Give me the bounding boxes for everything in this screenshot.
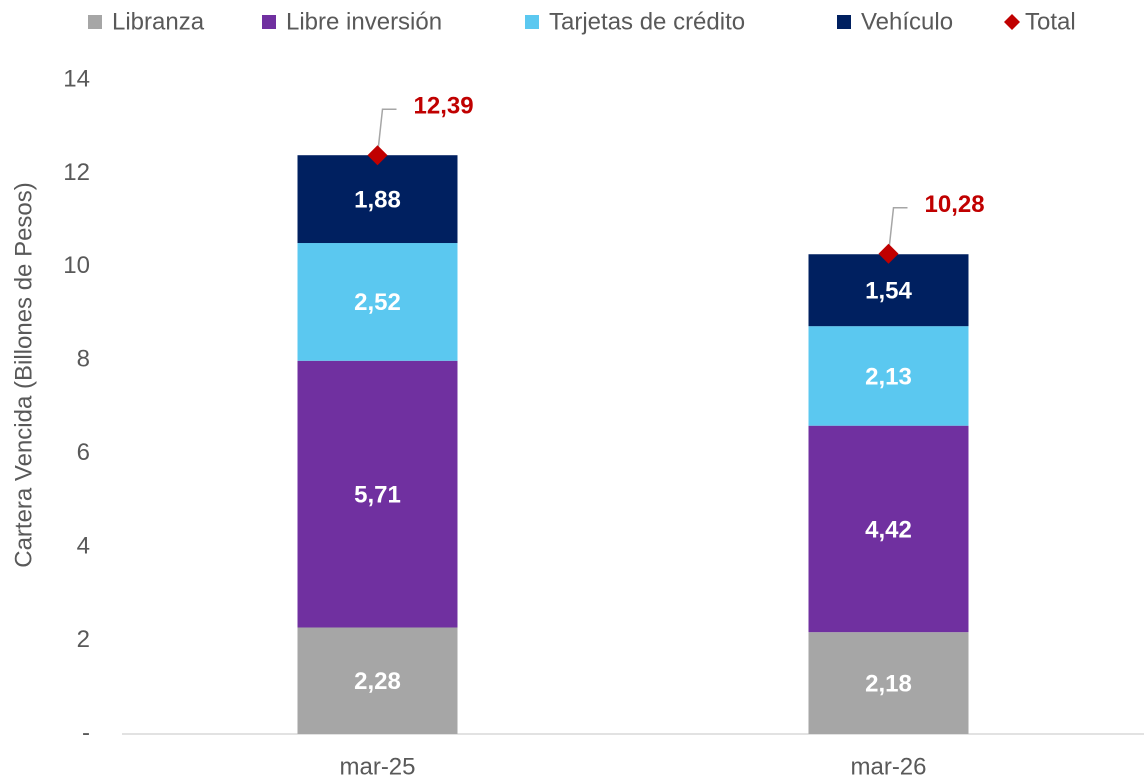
value-label: 2,18	[865, 670, 912, 697]
value-label: 1,54	[865, 278, 912, 305]
legend-label: Libranza	[112, 8, 205, 35]
legend-label: Libre inversión	[286, 8, 442, 35]
value-label: 2,28	[354, 668, 401, 695]
legend-marker	[837, 15, 851, 29]
legend-marker	[88, 15, 102, 29]
legend-marker	[525, 15, 539, 29]
value-label: 2,52	[354, 289, 401, 316]
y-axis-label: Cartera Vencida (Billones de Pesos)	[10, 182, 37, 568]
legend-label: Total	[1025, 8, 1076, 35]
legend-label: Vehículo	[861, 8, 953, 35]
bar-segment	[808, 326, 969, 426]
leader-line	[376, 108, 397, 156]
y-tick-label: 6	[77, 439, 90, 466]
leader-line	[887, 207, 908, 254]
value-label: 5,71	[354, 481, 401, 508]
bar-segment	[297, 155, 458, 244]
y-tick-label: 10	[63, 252, 90, 279]
bar-segment	[808, 632, 969, 734]
y-tick-label: 14	[63, 65, 90, 92]
y-tick-label: 8	[77, 346, 90, 373]
y-tick-label: 4	[77, 532, 90, 559]
total-label: 12,39	[414, 93, 474, 120]
y-tick-label: 12	[63, 159, 90, 186]
legend-label: Tarjetas de crédito	[549, 8, 745, 35]
value-label: 4,42	[865, 516, 912, 543]
total-marker	[878, 243, 899, 264]
bar-segment	[808, 425, 969, 633]
y-tick-label: -	[82, 719, 90, 746]
total-marker	[367, 145, 388, 166]
value-label: 1,88	[354, 186, 401, 213]
x-tick-label: mar-25	[339, 753, 415, 780]
bar-segment	[297, 243, 458, 361]
bar-segment	[808, 254, 969, 327]
x-tick-label: mar-26	[850, 753, 926, 780]
legend-marker	[1004, 14, 1020, 30]
total-label: 10,28	[925, 191, 985, 218]
bar-segment	[297, 360, 458, 628]
legend-marker	[262, 15, 276, 29]
y-tick-label: 2	[77, 626, 90, 653]
bar-segment	[297, 627, 458, 734]
value-label: 2,13	[865, 363, 912, 390]
